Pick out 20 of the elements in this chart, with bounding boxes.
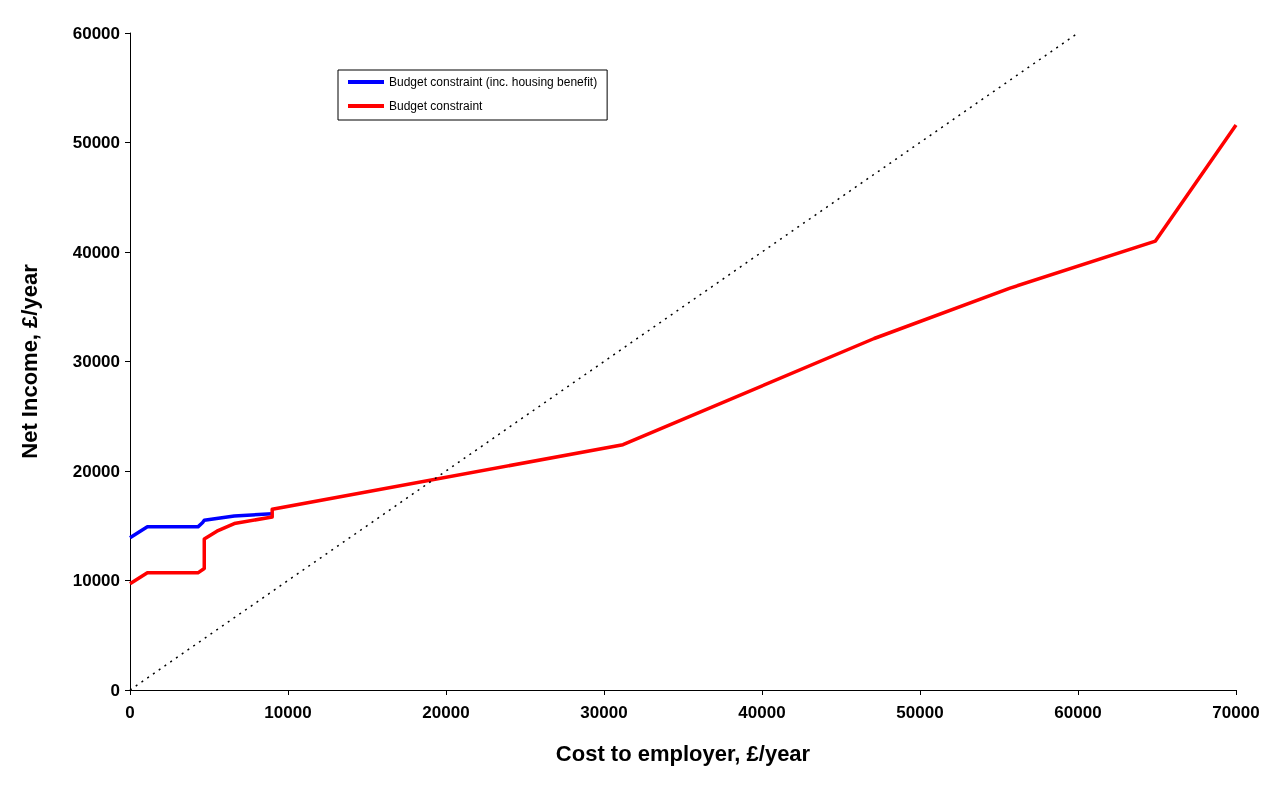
- legend-label: Budget constraint (inc. housing benefit): [389, 75, 598, 89]
- x-tick-label: 0: [125, 703, 135, 722]
- x-tick-label: 60000: [1054, 703, 1102, 722]
- y-tick-label: 30000: [72, 352, 120, 371]
- x-tick-label: 40000: [738, 703, 786, 722]
- x-tick-label: 20000: [422, 703, 470, 722]
- y-tick-label: 60000: [72, 23, 120, 43]
- x-axis-title: Cost to employer, £/year: [555, 740, 811, 766]
- x-tick-label: 10000: [264, 703, 312, 722]
- y-tick-label: 10000: [72, 571, 120, 590]
- y-tick-label: 0: [110, 680, 120, 700]
- y-tick-label: 20000: [72, 461, 120, 481]
- line-series: [128, 123, 1238, 586]
- y-tick-label: 40000: [72, 242, 120, 262]
- x-tick-label: 30000: [580, 703, 628, 722]
- x-tick-label: 50000: [896, 703, 944, 722]
- x-tick-label: 70000: [1212, 703, 1260, 722]
- legend-label: Budget constraint: [389, 99, 484, 113]
- y-tick-label: 50000: [72, 133, 120, 152]
- y-axis-title: Net Income, £/year: [16, 263, 42, 459]
